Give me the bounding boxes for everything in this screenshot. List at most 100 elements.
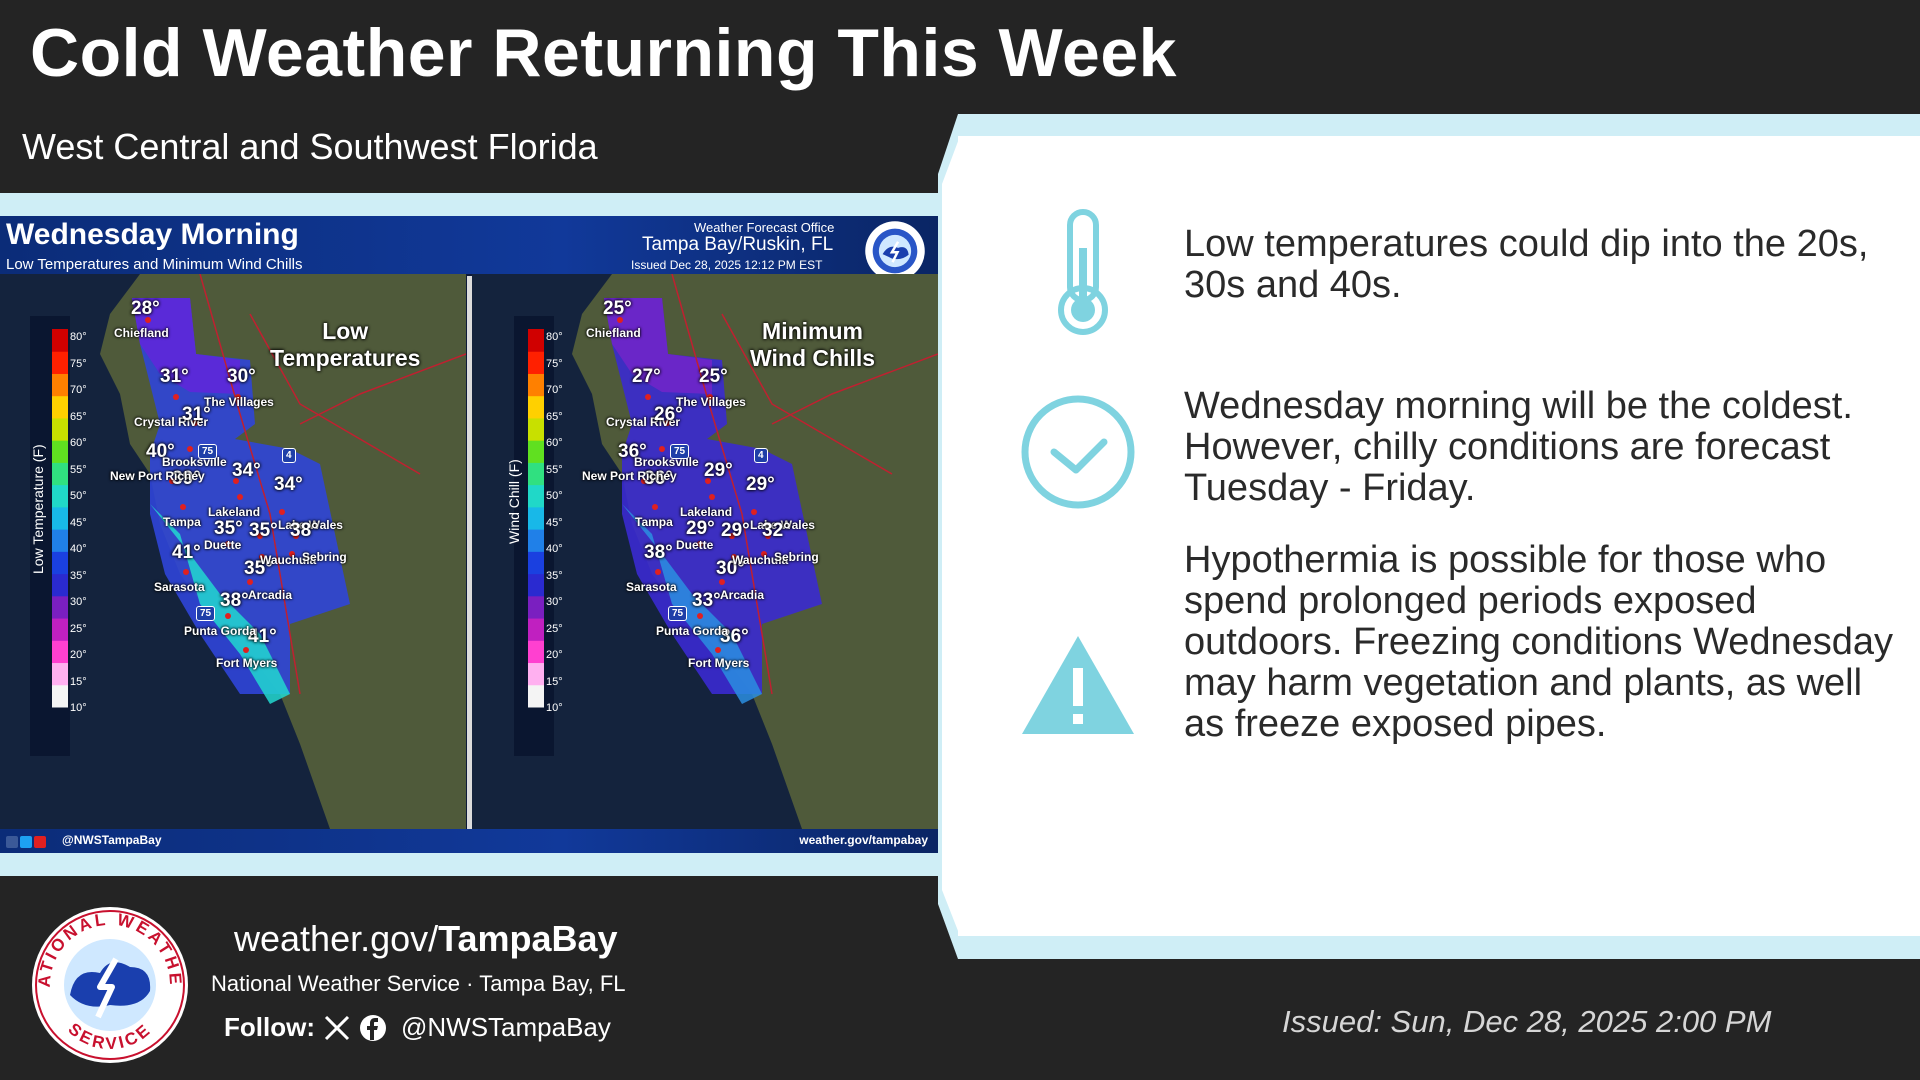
city-marker	[641, 478, 647, 484]
city-marker	[652, 504, 658, 510]
scale-swatch	[528, 684, 544, 708]
map-layer-label-line2: Wind Chills	[750, 345, 876, 371]
temperature-value: 36°	[618, 441, 647, 462]
scale-swatch	[528, 640, 544, 664]
temperature-value: 40°	[146, 441, 175, 462]
scale-tick: 70°	[70, 384, 87, 396]
scale-tick: 35°	[546, 569, 563, 582]
city-marker	[235, 394, 241, 400]
city-marker	[187, 446, 193, 452]
scale-swatch	[52, 684, 68, 708]
temperature-value: 36°	[720, 626, 749, 647]
scale-tick: 30°	[70, 596, 87, 608]
city-marker	[655, 569, 661, 575]
office-name: National Weather Service · Tampa Bay, FL	[211, 971, 626, 996]
city-marker	[192, 420, 198, 426]
city-name: Wauchula	[732, 553, 789, 567]
temperature-value: 41°	[172, 542, 201, 563]
road-line	[299, 353, 466, 425]
city-marker	[697, 613, 703, 619]
map-divider	[467, 276, 472, 829]
facebook-icon[interactable]	[359, 1014, 387, 1042]
map-office-label: Weather Forecast Office	[694, 220, 835, 235]
temperature-value: 41°	[248, 626, 277, 647]
city-name: Duette	[204, 538, 242, 552]
temperature-value: 35°	[244, 558, 273, 579]
city-name: Chiefland	[114, 326, 169, 340]
temperature-value: 29°	[746, 474, 775, 495]
city-name: Lake Wales	[278, 518, 343, 532]
city-marker	[645, 394, 651, 400]
city-marker	[225, 541, 231, 547]
temperature-value: 25°	[699, 366, 728, 387]
city-marker	[289, 551, 295, 557]
scale-swatch	[528, 662, 544, 686]
city-marker	[279, 509, 285, 515]
scale-swatch	[52, 417, 68, 441]
scale-swatch	[52, 662, 68, 686]
page-subtitle: West Central and Southwest Florida	[22, 126, 598, 167]
scale-tick: 10°	[546, 702, 563, 714]
scale-tick: 15°	[70, 675, 87, 688]
interstate-shield: 4	[754, 448, 768, 463]
city-marker	[145, 317, 151, 323]
city-marker	[765, 533, 771, 539]
facebook-icon	[6, 836, 18, 848]
scale-tick: 60°	[70, 437, 87, 449]
city-name: Punta Gorda	[656, 624, 729, 638]
low-temperature-map: 80° 75° 70° 65° 60° 55° 50° 45° 40° 35° 30° 25° 20° 1…	[0, 274, 466, 829]
social-handle[interactable]: @NWSTampaBay	[400, 1012, 611, 1042]
city-marker	[659, 446, 665, 452]
x-logo-icon[interactable]	[323, 1014, 351, 1042]
map-layer-label: Low Temperatures	[270, 318, 420, 372]
interstate-shield: 75	[198, 444, 218, 459]
scale-tick: 75°	[546, 357, 563, 370]
map-layer-label-line1: Low	[322, 318, 369, 344]
issued-timestamp: Issued: Sun, Dec 28, 2025 2:00 PM	[1282, 1004, 1772, 1039]
temperature-value: 39°	[172, 468, 201, 489]
city-name: Brooksville	[162, 455, 227, 469]
city-marker	[617, 317, 623, 323]
northern-region	[604, 298, 712, 394]
scale-tick: 55°	[546, 463, 563, 476]
follow-row: Follow: @NWSTampaBay	[224, 1012, 611, 1043]
city-name: Crystal River	[606, 415, 681, 429]
road-line	[671, 274, 773, 695]
city-name: Sarasota	[154, 580, 205, 594]
temperature-value: 32°	[762, 520, 791, 541]
scale-swatch	[528, 529, 544, 552]
temperature-value: 29°	[721, 520, 750, 541]
map-subtitle: Low Temperatures and Minimum Wind Chills	[6, 256, 303, 273]
right-map-canvas	[472, 274, 938, 829]
city-name: Sarasota	[626, 580, 677, 594]
interstate-shield: 75	[670, 444, 690, 459]
scale-swatch	[528, 573, 544, 597]
temperature-value: 28°	[131, 298, 160, 319]
scale-swatch	[52, 484, 68, 508]
website-link[interactable]: weather.gov/TampaBay	[234, 918, 618, 959]
temperature-value: 35°	[214, 518, 243, 539]
scale-swatch	[52, 573, 68, 597]
city-marker	[709, 494, 715, 500]
scale-swatch	[52, 506, 68, 530]
twitter-icon	[20, 836, 32, 848]
scale-tick: 65°	[70, 410, 87, 423]
scale-swatch	[528, 462, 544, 486]
scale-swatch	[52, 329, 68, 352]
scale-swatch	[52, 462, 68, 486]
scale-swatch	[52, 529, 68, 552]
city-marker	[233, 478, 239, 484]
scale-title: Wind Chill (F)	[506, 459, 522, 544]
city-marker	[237, 494, 243, 500]
temperature-value: 25°	[603, 298, 632, 319]
interstate-shield: 75	[196, 606, 216, 621]
scale-swatch	[52, 595, 68, 619]
interstate-shield: 4	[282, 448, 296, 463]
city-marker	[715, 647, 721, 653]
scale-swatch	[528, 351, 544, 374]
city-name: Lakeland	[208, 505, 261, 519]
city-marker	[697, 541, 703, 547]
city-name: Brooksville	[634, 455, 699, 469]
scale-tick: 35°	[70, 569, 87, 582]
follow-label: Follow:	[224, 1012, 315, 1042]
